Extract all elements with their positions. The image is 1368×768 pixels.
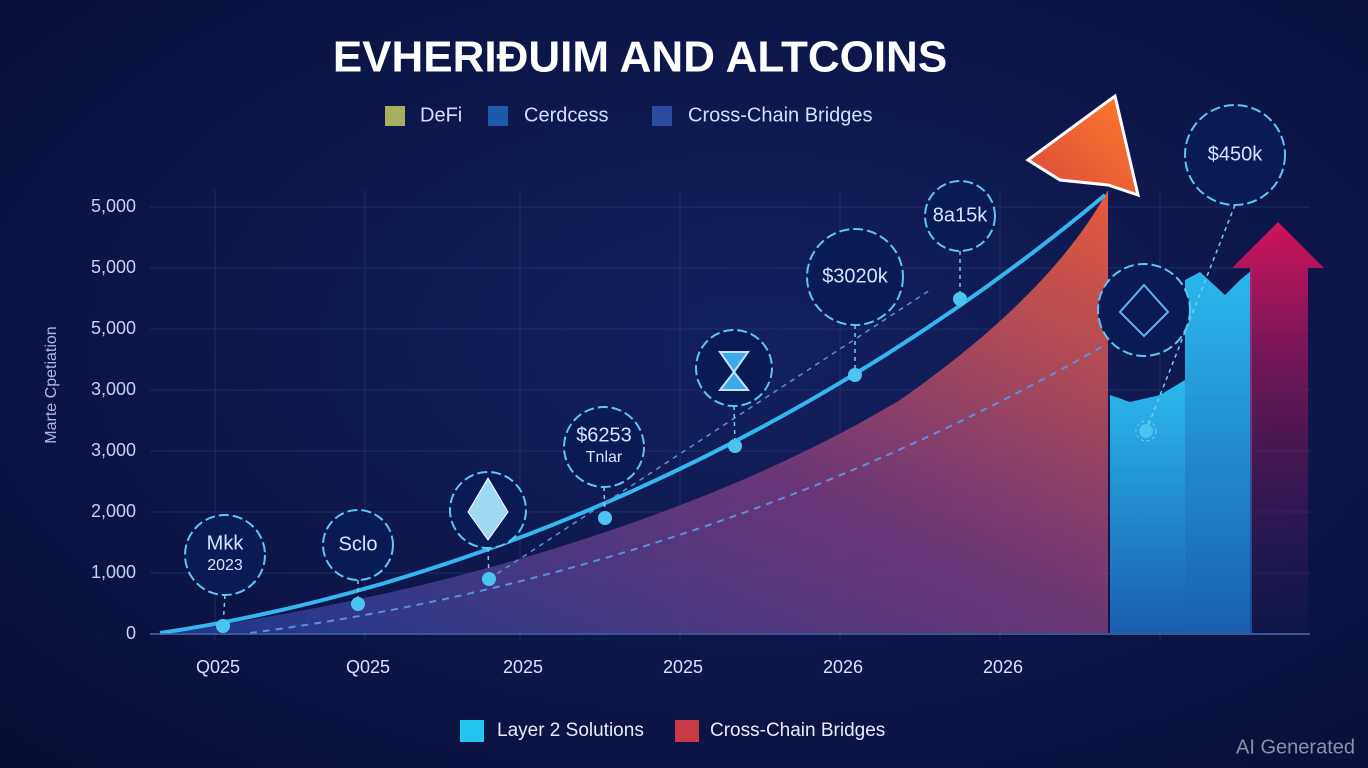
legend-swatch	[460, 720, 484, 742]
annotation-text: $6253	[576, 424, 632, 446]
legend-label: DeFi	[420, 104, 462, 126]
legend-top: DeFi Cerdcess Cross-Chain Bridges	[385, 104, 873, 126]
bubble	[563, 406, 645, 488]
point	[848, 368, 862, 382]
dashed-guide	[488, 289, 931, 580]
y-tick-label: 5,000	[91, 196, 136, 216]
legend-swatch	[652, 106, 672, 126]
y-tick-label: 3,000	[91, 379, 136, 399]
legend-bottom: Layer 2 Solutions Cross-Chain Bridges	[460, 720, 885, 742]
point	[598, 511, 612, 525]
eth-icon	[467, 477, 509, 541]
point	[728, 439, 742, 453]
annotation-text: Mkk	[207, 532, 245, 554]
y-tick-label: 1,000	[91, 562, 136, 582]
legend-label: Cross-Chain Bridges	[710, 720, 885, 741]
dashed-line	[249, 344, 1106, 634]
legend-swatch	[385, 106, 405, 126]
bar	[1185, 270, 1252, 633]
y-axis-title: Marte Cpetiation	[43, 326, 60, 443]
x-tick-label: 2025	[663, 657, 703, 677]
watermark: AI Generated	[1236, 736, 1355, 758]
title: EVHERIÐUIM AND ALTCOINS	[333, 33, 947, 82]
bubble	[1184, 104, 1286, 206]
arrow-head	[1025, 93, 1141, 198]
point	[351, 597, 365, 611]
trend-line	[159, 193, 1107, 635]
bubble	[1097, 263, 1191, 357]
y-tick-label: 5,000	[91, 257, 136, 277]
bubble	[924, 180, 996, 252]
bubble	[184, 514, 266, 596]
annotation-text: Tnlar	[586, 449, 623, 466]
diamond-icon	[1118, 283, 1170, 338]
annotation-text: $3020k	[822, 265, 889, 287]
annotation-text: Sclo	[339, 533, 378, 555]
x-tick-label: Q025	[196, 657, 240, 677]
y-tick-label: 5,000	[91, 318, 136, 338]
legend-swatch	[488, 106, 508, 126]
bar	[1110, 380, 1185, 633]
connector	[1145, 204, 1236, 432]
y-tick-label: 0	[126, 623, 136, 643]
legend-label: Cerdcess	[524, 104, 608, 126]
x-tick-label: Q025	[346, 657, 390, 677]
hourglass-icon	[717, 351, 751, 391]
y-tick-label: 2,000	[91, 501, 136, 521]
x-tick-label: 2025	[503, 657, 543, 677]
x-tick-label: 2026	[823, 657, 863, 677]
annotation-text: 2023	[207, 557, 243, 574]
point	[482, 572, 496, 586]
bubble	[806, 228, 904, 326]
annotation-text: $450k	[1208, 143, 1263, 165]
point	[1139, 424, 1153, 438]
legend-swatch	[675, 720, 699, 742]
area	[160, 190, 1108, 633]
legend-label: Layer 2 Solutions	[497, 720, 644, 741]
point	[953, 292, 967, 306]
bubble	[322, 509, 394, 581]
point	[1135, 420, 1157, 442]
y-tick-label: 3,000	[91, 440, 136, 460]
point	[216, 619, 230, 633]
annotations: Mkk 2023 Sclo $6253 Tnlar $3020k 8a15k $450k	[184, 104, 1286, 633]
annotation-text: 8a15k	[933, 204, 988, 226]
legend-label: Cross-Chain Bridges	[688, 104, 873, 126]
arrow-bar	[1232, 222, 1324, 633]
x-tick-label: 2026	[983, 657, 1023, 677]
